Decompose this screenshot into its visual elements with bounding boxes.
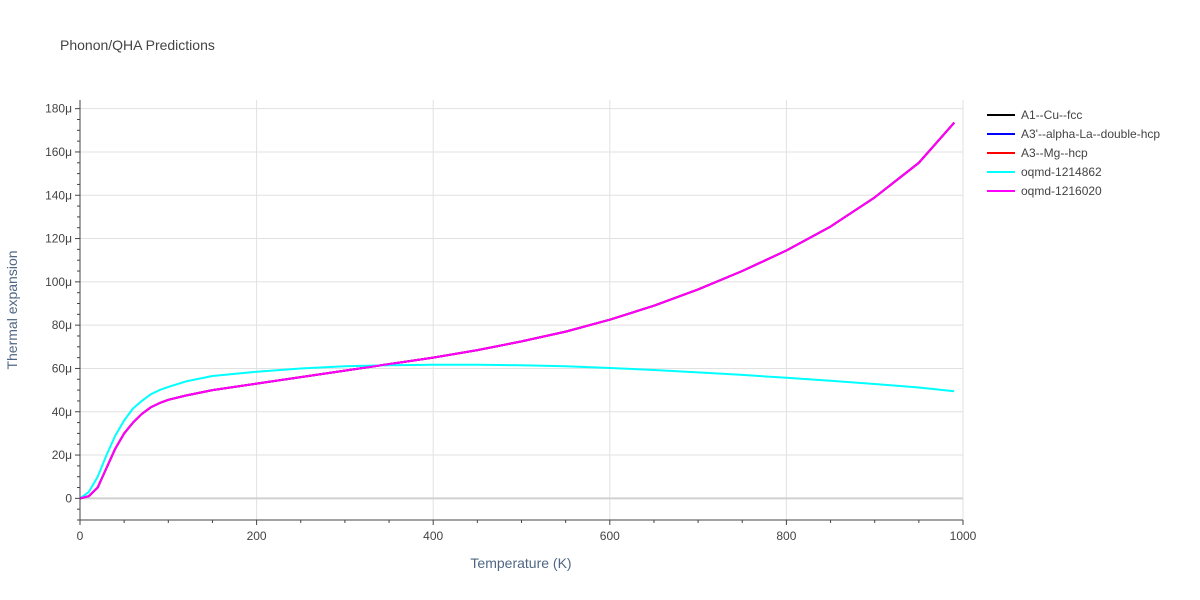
y-tick-label: 140μ xyxy=(45,188,72,202)
legend-label: oqmd-1216020 xyxy=(1021,184,1102,198)
series-lines xyxy=(79,122,955,500)
series-line xyxy=(79,122,955,500)
chart-title: Phonon/QHA Predictions xyxy=(60,37,215,53)
legend-label: A1--Cu--fcc xyxy=(1021,108,1082,122)
x-axis-title: Temperature (K) xyxy=(470,555,571,571)
x-tick-label: 400 xyxy=(423,529,443,543)
gridlines xyxy=(80,100,964,520)
y-tick-label: 120μ xyxy=(45,232,72,246)
y-tick-labels: 0 20μ 40μ 60μ 80μ 100μ 120μ 140μ 160μ 180μ xyxy=(45,102,72,506)
y-tick-label: 40μ xyxy=(52,405,72,419)
y-tick-label: 80μ xyxy=(52,318,72,332)
y-tick-label: 160μ xyxy=(45,145,72,159)
legend: A1--Cu--fcc A3'--alpha-La--double-hcp A3--… xyxy=(987,108,1160,198)
y-tick-label: 20μ xyxy=(52,448,72,462)
legend-label: oqmd-1214862 xyxy=(1021,165,1102,179)
y-tick-label: 180μ xyxy=(45,102,72,116)
x-tick-label: 0 xyxy=(77,529,84,543)
y-tick-label: 60μ xyxy=(52,361,72,375)
y-tick-label: 100μ xyxy=(45,275,72,289)
x-tick-label: 200 xyxy=(247,529,267,543)
x-tick-label: 1000 xyxy=(950,529,977,543)
legend-label: A3'--alpha-La--double-hcp xyxy=(1021,127,1160,141)
axes xyxy=(75,100,964,525)
series-line xyxy=(79,363,955,500)
y-axis-title: Thermal expansion xyxy=(4,250,20,369)
series-line xyxy=(79,122,955,500)
series-line xyxy=(79,122,955,500)
series-line xyxy=(79,122,955,500)
y-tick-label: 0 xyxy=(65,491,72,505)
x-tick-labels: 0 200 400 600 800 1000 xyxy=(77,529,977,543)
x-tick-label: 800 xyxy=(776,529,796,543)
legend-label: A3--Mg--hcp xyxy=(1021,146,1088,160)
x-tick-label: 600 xyxy=(600,529,620,543)
